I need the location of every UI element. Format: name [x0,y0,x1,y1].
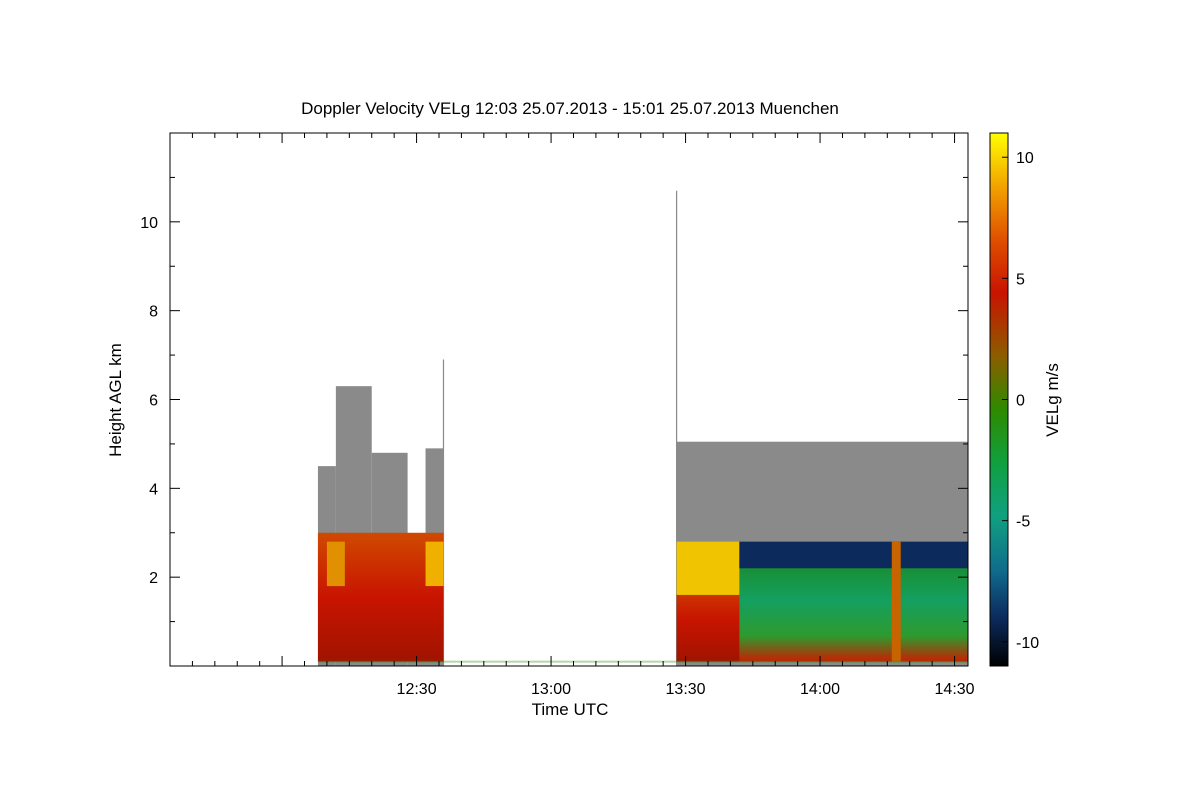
radar-field [317,137,1161,666]
colorbar-tick-label: 0 [1016,393,1025,410]
x-tick-label: 14:30 [935,681,975,698]
y-tick-label: 2 [149,570,158,587]
colorbar-tick-label: 10 [1016,150,1034,167]
x-tick-label: 14:00 [800,681,840,698]
x-tick-label: 12:30 [397,681,437,698]
colorbar-tick-label: -10 [1016,635,1039,652]
echo-region [1053,537,1161,661]
colorbar-label: VELg m/s [1043,363,1062,437]
echo-region [891,541,901,662]
x-tick-label: 13:00 [531,681,571,698]
profile-column [1053,137,1161,666]
echo-region [326,541,345,587]
axes: 12:30 13:00 13:30 14:00 14:30 2 4 6 8 10 [140,133,975,698]
y-tick-label: 10 [140,215,158,232]
ground-echo [317,660,968,663]
colorbar-tick-label: 5 [1016,271,1025,288]
chart-title: Doppler Velocity VELg 12:03 25.07.2013 -… [301,99,839,118]
y-tick-label: 8 [149,304,158,321]
x-tick-label: 13:30 [666,681,706,698]
echo-region [676,541,740,595]
x-axis-label: Time UTC [532,700,609,719]
colorbar-tick-label: -5 [1016,514,1030,531]
y-axis-label: Height AGL km [106,343,125,457]
echo-region [1053,537,1107,661]
echo-region [425,541,444,587]
y-tick-label: 4 [149,481,158,498]
echo-region [739,541,968,569]
colorbar-ticks: 10 5 0 -5 -10 [1002,150,1039,652]
y-tick-label: 6 [149,393,158,410]
